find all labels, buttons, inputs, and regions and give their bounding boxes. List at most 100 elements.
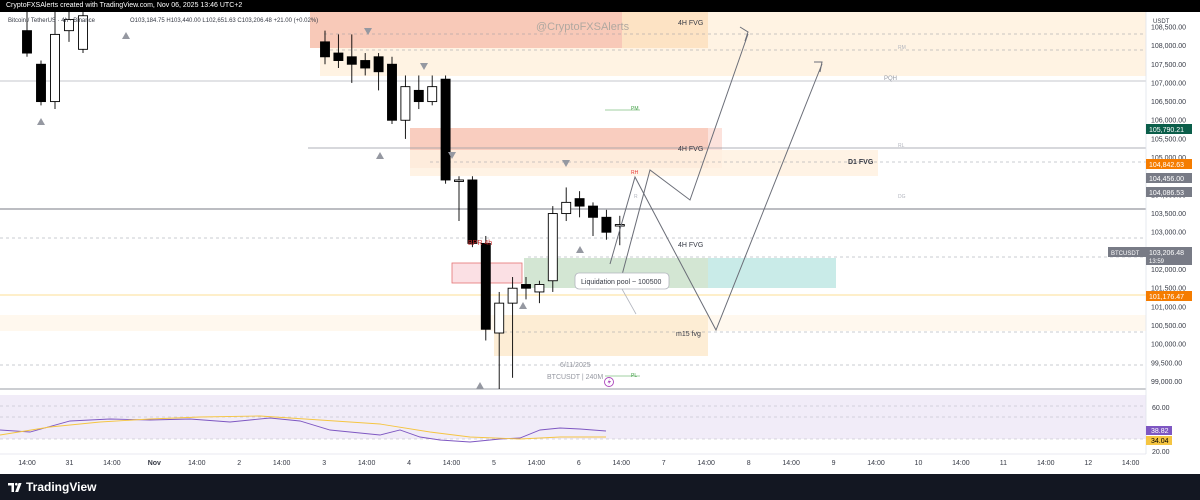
time-tick-label: 7 [662, 460, 666, 467]
price-axis-currency: USDT [1153, 19, 1170, 25]
candle[interactable] [22, 12, 32, 57]
time-tick-label: 14:00 [697, 460, 715, 467]
candle[interactable] [64, 12, 74, 42]
candle[interactable] [521, 277, 531, 300]
candle[interactable] [373, 53, 384, 91]
candle[interactable] [400, 75, 411, 139]
price-tick-label: 106,500.00 [1151, 99, 1186, 106]
rsi-axis: 60.00 20.00 38.82 34.04 [1146, 405, 1172, 456]
fvg-top-red-zone [310, 12, 622, 48]
candle-body-bull [400, 86, 411, 121]
footer-bar: TradingView [0, 474, 1200, 500]
candle-body-bull [494, 302, 505, 334]
time-tick-label: 14:00 [103, 460, 121, 467]
chart-canvas[interactable]: RM RL DG PM RH R PL 4H FVG 4H FVG D1 FVG… [0, 12, 1200, 474]
triangle-marker [376, 152, 384, 159]
zones-layer [0, 12, 1146, 356]
time-tick-label: 12 [1084, 460, 1092, 467]
candle[interactable] [333, 34, 344, 68]
candle[interactable] [454, 176, 464, 222]
candle[interactable] [346, 34, 357, 83]
candle-body-bull [64, 19, 74, 32]
symbol-marker-label: BTCUSDT [1111, 251, 1140, 257]
brand-label: TradingView [26, 480, 97, 494]
liquidation-callout: Liquidation pool ~ 100500 [574, 272, 670, 315]
price-marker-label: 104,456.00 [1149, 176, 1184, 183]
price-markers: 105,790.21 104,842.63 104,456.00 104,086… [1108, 124, 1192, 301]
triangle-marker [122, 32, 130, 39]
time-tick-label: 3 [322, 460, 326, 467]
candle[interactable] [467, 176, 478, 248]
price-tick-label: 101,500.00 [1151, 286, 1186, 293]
price-tick-label: 107,500.00 [1151, 62, 1186, 69]
candle[interactable] [547, 206, 558, 292]
time-tick-label: 14:00 [273, 460, 291, 467]
price-axis[interactable]: USDT 108,500.00 108,000.00 107,500.00 107,0… [1108, 12, 1192, 456]
d1-fvg-zone [410, 150, 878, 176]
candle[interactable] [387, 56, 397, 124]
price-tick-label: 105,000.00 [1151, 155, 1186, 162]
fvg-mid-label: 4H FVG [678, 146, 703, 153]
pqh-label: PQH [884, 76, 897, 82]
candles-layer[interactable] [22, 12, 625, 389]
liquidation-callout-pointer [621, 288, 637, 315]
rsi-ma-value-box [1146, 436, 1172, 445]
candle-body-bear [373, 56, 384, 73]
time-tick-label: 14:00 [782, 460, 800, 467]
time-tick-label: 11 [1000, 460, 1007, 467]
time-tick-label: 5 [492, 460, 496, 467]
candle[interactable] [413, 75, 424, 110]
projection-path-down-up [609, 63, 823, 332]
symbol-marker-box [1108, 247, 1146, 257]
candle[interactable] [440, 75, 451, 184]
countdown-label: 13:59 [1149, 259, 1165, 265]
projection-path-up [621, 33, 749, 276]
candle[interactable] [561, 187, 572, 222]
candle[interactable] [480, 235, 491, 341]
rsi-tick-label: 60.00 [1152, 405, 1170, 412]
ohlc-readout: O103,184.75 H103,440.00 L102,651.63 C103… [130, 18, 318, 24]
price-tick-label: 103,000.00 [1151, 230, 1186, 237]
candle[interactable] [320, 30, 330, 65]
time-tick-label: 14:00 [867, 460, 885, 467]
bpr-label: BPR 4h [468, 240, 492, 247]
candle[interactable] [494, 291, 505, 389]
candle[interactable] [78, 12, 88, 54]
candle[interactable] [588, 202, 598, 236]
price-tick-label: 102,000.00 [1151, 267, 1186, 274]
price-marker-box [1146, 173, 1192, 183]
time-tick-label: 14:00 [952, 460, 970, 467]
candle-body-bear [467, 179, 478, 244]
price-marker-box [1146, 247, 1192, 265]
candle[interactable] [50, 12, 60, 110]
time-axis[interactable]: 14:00 31 14:00 Nov 14:00 2 14:00 3 14:00 4 14:00 5 1… [0, 453, 1146, 467]
triangle-marker [448, 152, 456, 159]
time-ticks: 14:00 31 14:00 Nov 14:00 2 14:00 3 14:00 4 14:00 5 1… [18, 460, 1139, 467]
rsi-pane[interactable] [0, 395, 1146, 443]
price-marker-label: 104,842.63 [1149, 162, 1184, 169]
candle-body-bear [413, 89, 424, 103]
candle[interactable] [36, 60, 46, 106]
candle[interactable] [574, 191, 585, 218]
tradingview-logo[interactable]: TradingView [8, 480, 96, 494]
candle-body-bear [588, 205, 598, 218]
candle[interactable] [534, 280, 545, 304]
candle-body-bull [50, 33, 60, 103]
time-tick-label: 14:00 [443, 460, 461, 467]
projection-paths [609, 26, 823, 332]
price-tick-label: 101,000.00 [1151, 304, 1186, 311]
candle[interactable] [601, 209, 612, 240]
candle-body-bull [427, 86, 438, 103]
price-tick-label: 99,500.00 [1151, 360, 1182, 367]
chart-date-label: 6/11/2025 [560, 362, 591, 369]
candle-body-bear [387, 63, 397, 121]
chart-panel[interactable]: RM RL DG PM RH R PL 4H FVG 4H FVG D1 FVG… [0, 12, 1200, 474]
rsi-ma-value-label: 34.04 [1151, 438, 1169, 445]
price-tick-label: 100,500.00 [1151, 323, 1186, 330]
lightning-bolt-shape [607, 378, 611, 386]
candle[interactable] [360, 53, 371, 76]
candle[interactable] [427, 75, 438, 106]
candle[interactable] [507, 277, 518, 378]
rsi-value-box [1146, 426, 1172, 435]
